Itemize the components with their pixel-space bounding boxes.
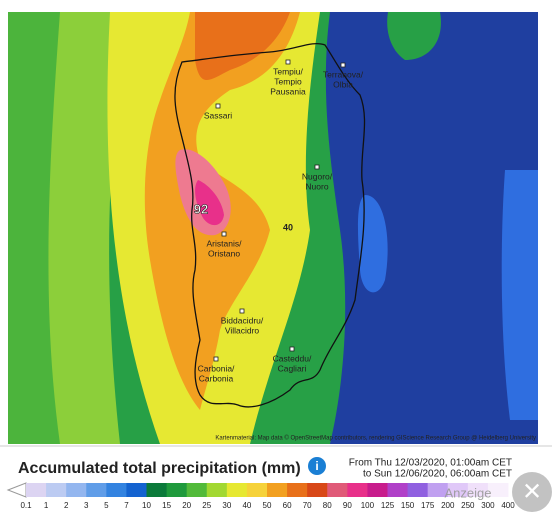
info-icon-label: i (315, 459, 318, 473)
city-marker (340, 62, 346, 68)
scale-tick-label: 250 (461, 501, 475, 510)
city-label: Sassari (204, 110, 232, 120)
precipitation-map (8, 12, 538, 444)
scale-tick-label: 5 (104, 501, 109, 510)
attribution: Kartenmaterial: Map data © OpenStreetMap… (215, 435, 536, 442)
scale-swatch (387, 483, 409, 497)
city-label: Villacidro (225, 325, 260, 335)
scale-swatch (467, 483, 489, 497)
rain-zone (195, 12, 290, 80)
city-label: Nuoro (305, 181, 328, 191)
scale-tick-label: 2 (64, 501, 69, 510)
scale-swatch (407, 483, 429, 497)
scale-tick-label: 125 (381, 501, 395, 510)
rain-zone (8, 12, 60, 444)
scale-swatch (126, 483, 147, 497)
city-label: Carbonia (199, 373, 234, 383)
city-label: Olbia (333, 79, 353, 89)
scale-tick-label: 300 (481, 501, 495, 510)
city-label: Cagliari (278, 363, 307, 373)
city-marker (314, 164, 320, 170)
island-outline (174, 43, 366, 408)
color-scale: 0.1 1 2 3 5 7 10 15 20 25 30 40 50 60 70 80 90 100 125 150 1… (20, 483, 515, 510)
legend-title: Accumulated total precipitation (mm) (18, 460, 301, 477)
scale-tick-label: 80 (323, 501, 332, 510)
city-label: Pausania (270, 86, 306, 96)
rain-value: 40 (283, 222, 293, 232)
scale-swatch (26, 483, 47, 497)
scale-tick-label: 400 (501, 501, 515, 510)
sea-zone (357, 195, 388, 293)
city-label: Tempiu/ (273, 66, 303, 76)
scale-swatch (287, 483, 308, 497)
scale-tick-label: 60 (283, 501, 292, 510)
city-label: Oristano (208, 248, 240, 258)
scale-tick-label: 20 (182, 501, 191, 510)
scale-tick-label: 200 (441, 501, 455, 510)
scale-tick-label: 50 (263, 501, 272, 510)
scale-swatch (146, 483, 168, 497)
scale-swatch (66, 483, 87, 497)
city-marker (289, 346, 295, 352)
ad-label: Anzeige (445, 485, 492, 500)
scale-swatch (487, 483, 509, 497)
scale-tick-label: 3 (84, 501, 89, 510)
scale-tick-label: 150 (401, 501, 415, 510)
scale-arrow (6, 482, 27, 498)
scale-tick-label: 40 (242, 501, 251, 510)
scale-tick-label: 90 (343, 501, 352, 510)
scale-tick-label: 15 (162, 501, 171, 510)
scale-swatch (106, 483, 127, 497)
city-marker (239, 308, 245, 314)
sea-zone (501, 170, 538, 420)
scale-tick-label: 10 (142, 501, 151, 510)
scale-swatch (347, 483, 368, 497)
city-label: Carbonia/ (198, 363, 235, 373)
city-label: Tempio (274, 76, 302, 86)
rain-value: 92 (194, 201, 208, 216)
sea-zone (325, 12, 538, 444)
scale-tick-label: 25 (202, 501, 211, 510)
close-button[interactable] (512, 472, 552, 512)
scale-tick-label: 30 (222, 501, 231, 510)
city-label: Aristanis/ (207, 238, 243, 248)
scale-swatch (166, 483, 188, 497)
scale-tick-label: 1 (44, 501, 49, 510)
scale-tick-label: 100 (361, 501, 375, 510)
scale-tick-label: 7 (124, 501, 129, 510)
scale-swatch (246, 483, 268, 497)
city-marker (213, 356, 219, 362)
rain-zone (387, 12, 441, 60)
scale-swatch (427, 483, 449, 497)
scale-swatch (267, 483, 288, 497)
period-start: From Thu 12/03/2020, 01:00am CET (349, 458, 512, 469)
info-icon[interactable] (308, 457, 326, 475)
city-label: Terranova/ (323, 69, 364, 79)
scale-swatch (186, 483, 208, 497)
city-marker (285, 59, 291, 65)
city-marker (221, 231, 227, 237)
scale-tick-label: 0.1 (20, 501, 32, 510)
scale-swatch (86, 483, 107, 497)
scale-tick-label: 175 (421, 501, 435, 510)
scale-swatch (206, 483, 228, 497)
city-marker (215, 103, 221, 109)
scale-swatch (327, 483, 348, 497)
scale-swatch (367, 483, 388, 497)
scale-swatch (46, 483, 67, 497)
scale-tick-label: 70 (303, 501, 312, 510)
period-end: to Sun 12/06/2020, 06:00am CET (363, 469, 512, 480)
scale-swatch (447, 483, 469, 497)
city-label: Casteddu/ (273, 353, 312, 363)
scale-swatch (307, 483, 328, 497)
close-icon: ✕ (522, 478, 542, 505)
scale-swatch (226, 483, 248, 497)
rain-zone (195, 180, 224, 226)
city-label: Biddacidru/ (221, 315, 264, 325)
city-label: Nugoro/ (302, 171, 333, 181)
